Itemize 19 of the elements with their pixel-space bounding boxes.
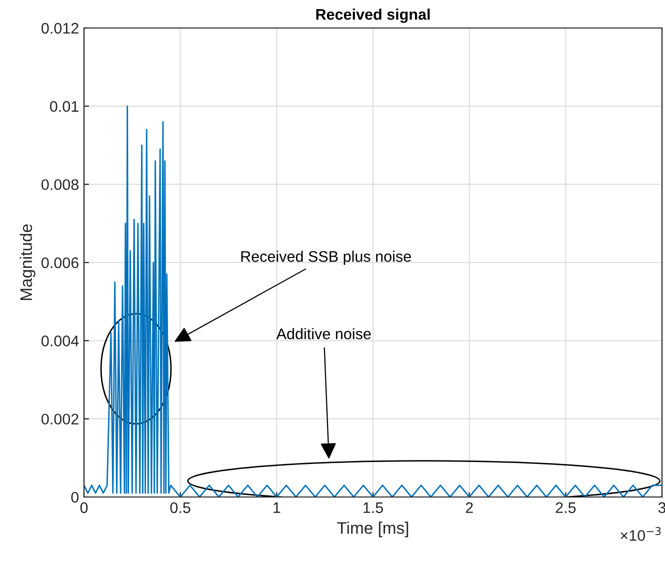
y-tick-label: 0.012 [42,22,78,34]
x-tick-label: 0.5 [170,502,190,514]
y-axis-title: Magnitude [20,224,36,300]
x-axis-title: Time [ms] [337,522,408,538]
annotation: Additive noise [276,328,371,340]
x-tick-label: 2 [466,502,473,513]
annotation: Received SSB plus noise [241,250,411,265]
y-tick-label: 0.002 [42,414,78,425]
y-tick-label: 0 [71,492,79,503]
y-tick-label: 0.008 [42,179,78,190]
y-tick-label: 0.006 [42,257,78,268]
y-tick-label: 0.004 [42,336,79,346]
x-tick-label: 1.5 [364,502,383,514]
x-tick-label: 1 [274,502,280,513]
x-tick-label: 0 [80,502,88,514]
text: ×10$^{−3}$ [620,527,661,541]
chart-title: Received signal [316,8,430,23]
x-tick-label: 2.5 [556,502,576,514]
y-tick-label: 0.01 [50,101,78,112]
